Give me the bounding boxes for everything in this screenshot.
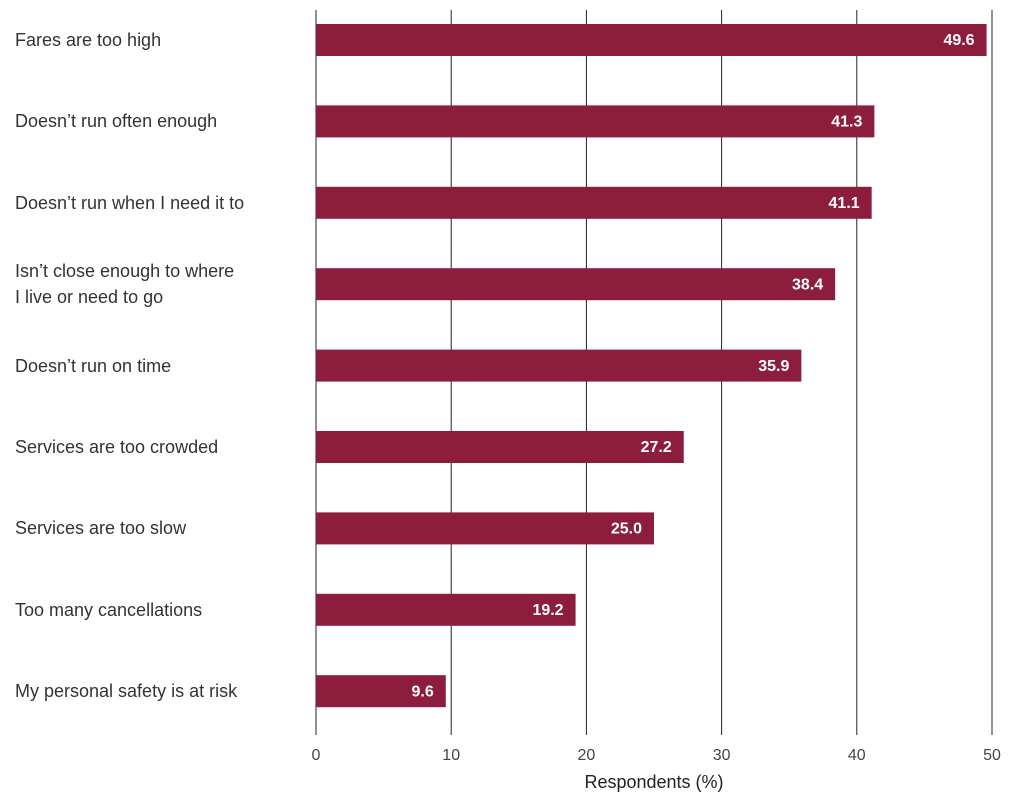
value-label: 38.4 xyxy=(792,276,823,293)
value-label: 19.2 xyxy=(532,602,563,619)
value-label: 49.6 xyxy=(943,32,974,49)
x-tick-label: 30 xyxy=(713,747,731,764)
category-label: My personal safety is at risk xyxy=(15,681,238,702)
bar xyxy=(316,186,872,219)
category-label: Services are too slow xyxy=(15,518,187,539)
value-label: 27.2 xyxy=(641,439,672,456)
value-label: 41.1 xyxy=(829,195,860,212)
category-label: Services are too crowded xyxy=(15,437,219,457)
bar xyxy=(316,512,654,545)
value-label: 25.0 xyxy=(611,521,642,538)
x-axis-label: Respondents (%) xyxy=(584,772,723,792)
bar xyxy=(316,349,802,382)
bar xyxy=(316,675,446,708)
x-tick-label: 10 xyxy=(442,747,460,764)
x-tick-label: 40 xyxy=(848,747,866,764)
x-tick-label: 0 xyxy=(312,747,321,764)
category-label: Doesn’t run on time xyxy=(15,355,172,376)
x-tick-label: 50 xyxy=(983,747,1001,764)
bar xyxy=(316,268,836,301)
x-tick-label: 20 xyxy=(578,747,596,764)
category-label: Isn’t close enough to where I live or ne… xyxy=(15,261,235,308)
category-label: Doesn’t run when I need it to xyxy=(15,192,245,213)
category-label: Doesn’t run often enough xyxy=(15,111,218,132)
value-label: 41.3 xyxy=(831,114,862,131)
category-label: Fares are too high xyxy=(15,30,162,50)
bar xyxy=(316,105,875,138)
category-label: Too many cancellations xyxy=(15,599,203,620)
value-label: 35.9 xyxy=(758,358,789,375)
bar xyxy=(316,24,987,56)
bar xyxy=(316,593,576,626)
value-label: 9.6 xyxy=(412,683,434,700)
bar xyxy=(316,431,684,463)
